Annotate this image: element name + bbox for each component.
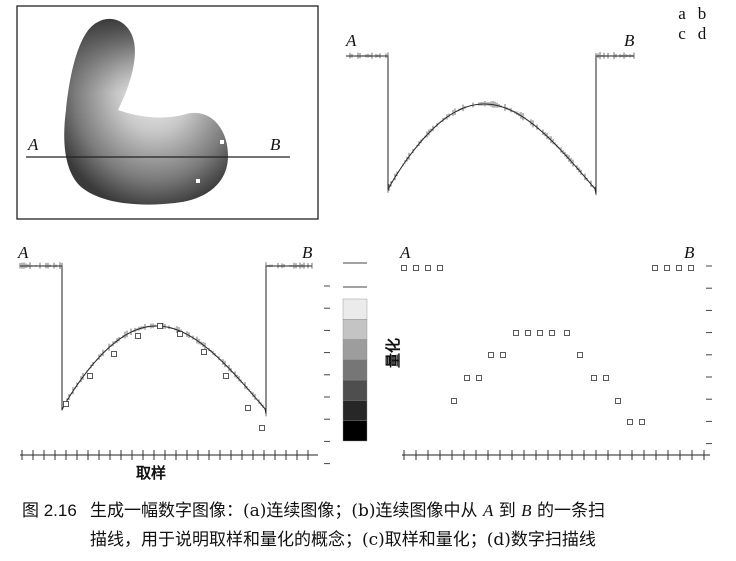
scan-label-b: B <box>270 135 281 154</box>
digital-sample <box>425 265 431 271</box>
caption-text: 的一条扫 <box>536 501 605 521</box>
sampled-noise <box>19 262 313 417</box>
gray-level-cell <box>342 420 368 442</box>
quantization-bar: 量化 <box>342 262 402 442</box>
digital-sample <box>688 265 694 271</box>
gray-level-cell <box>342 359 368 381</box>
digital-sample <box>500 352 506 358</box>
quantization-ticks <box>324 285 330 465</box>
digital-sample <box>664 265 670 271</box>
sample-marker <box>177 331 183 337</box>
panel-b-scan-profile: A B <box>345 31 635 196</box>
digital-sample <box>676 265 682 271</box>
digital-sample <box>401 265 407 271</box>
sample-marker <box>259 425 265 431</box>
digital-sample <box>603 375 609 381</box>
digital-axis-ticks <box>403 450 705 460</box>
digital-label-b: B <box>684 243 695 262</box>
key-a: a <box>678 4 686 23</box>
digital-sample <box>464 375 470 381</box>
sampling-axis-label: 取样 <box>136 464 166 482</box>
profile-label-b: B <box>624 31 635 50</box>
digital-sample <box>413 265 419 271</box>
digital-sample <box>639 419 645 425</box>
sampling-ticks <box>21 450 309 460</box>
panel-c-sampled-profile: A B 取样 <box>17 243 330 482</box>
sample-marker <box>63 401 69 407</box>
figure: A B A B A B 取样 量化 A B <box>16 5 712 482</box>
digital-sample <box>513 330 519 336</box>
profile-curve <box>346 55 634 195</box>
panel-a-continuous-image: A B <box>16 5 319 220</box>
noise-dot <box>196 179 200 183</box>
digital-sample <box>591 375 597 381</box>
digital-sample <box>577 352 583 358</box>
sample-marker <box>87 373 93 379</box>
digital-sample <box>437 265 443 271</box>
gray-level-cell <box>342 400 368 421</box>
caption-text: 到 <box>498 501 516 521</box>
gray-level-cell <box>342 379 368 401</box>
sample-marker <box>223 373 229 379</box>
digital-sample <box>476 375 482 381</box>
digital-sample <box>627 419 633 425</box>
caption-text: 生成一幅数字图像：(a)连续图像；(b)连续图像中从 <box>90 501 478 521</box>
scan-label-a: A <box>27 135 39 154</box>
digital-sample <box>652 265 658 271</box>
digital-sample <box>451 398 457 404</box>
profile-noise <box>345 52 635 196</box>
caption-line-1: 生成一幅数字图像：(a)连续图像；(b)连续图像中从 A 到 B 的一条扫 <box>90 497 605 525</box>
sample-marker <box>111 351 117 357</box>
profile-label-a: A <box>345 31 357 50</box>
sample-marker <box>157 323 163 329</box>
key-b: b <box>697 4 707 23</box>
image-blob-shadow <box>64 18 228 205</box>
sample-marker <box>201 349 207 355</box>
digital-level-ticks <box>706 265 712 445</box>
sample-markers <box>63 323 265 431</box>
gray-level-cell <box>342 319 368 340</box>
sampled-curve <box>20 265 312 415</box>
digital-sample <box>564 330 570 336</box>
key-c: c <box>678 24 686 43</box>
caption-line-2: 描线，用于说明取样和量化的概念；(c)取样和量化；(d)数字扫描线 <box>90 530 596 550</box>
sample-marker <box>245 405 251 411</box>
digital-samples <box>401 265 694 425</box>
figure-number: 图 2.16 <box>22 501 77 520</box>
digital-sample <box>549 330 555 336</box>
sampled-label-b: B <box>302 243 313 262</box>
digital-sample <box>488 352 494 358</box>
sample-marker <box>135 333 141 339</box>
caption-symbol: A <box>482 501 494 520</box>
quantization-axis-label: 量化 <box>384 338 402 368</box>
digital-sample <box>537 330 543 336</box>
gray-level-cell <box>342 339 368 361</box>
key-d: d <box>697 24 707 43</box>
sampled-label-a: A <box>17 243 29 262</box>
gray-level-bar <box>342 262 368 442</box>
noise-dot <box>220 140 224 144</box>
digital-sample <box>615 398 621 404</box>
digital-sample <box>525 330 531 336</box>
gray-level-cell <box>342 298 368 320</box>
panel-d-digital-scan-line: A B <box>399 243 712 460</box>
digital-label-a: A <box>399 243 411 262</box>
caption-symbol: B <box>521 501 532 520</box>
